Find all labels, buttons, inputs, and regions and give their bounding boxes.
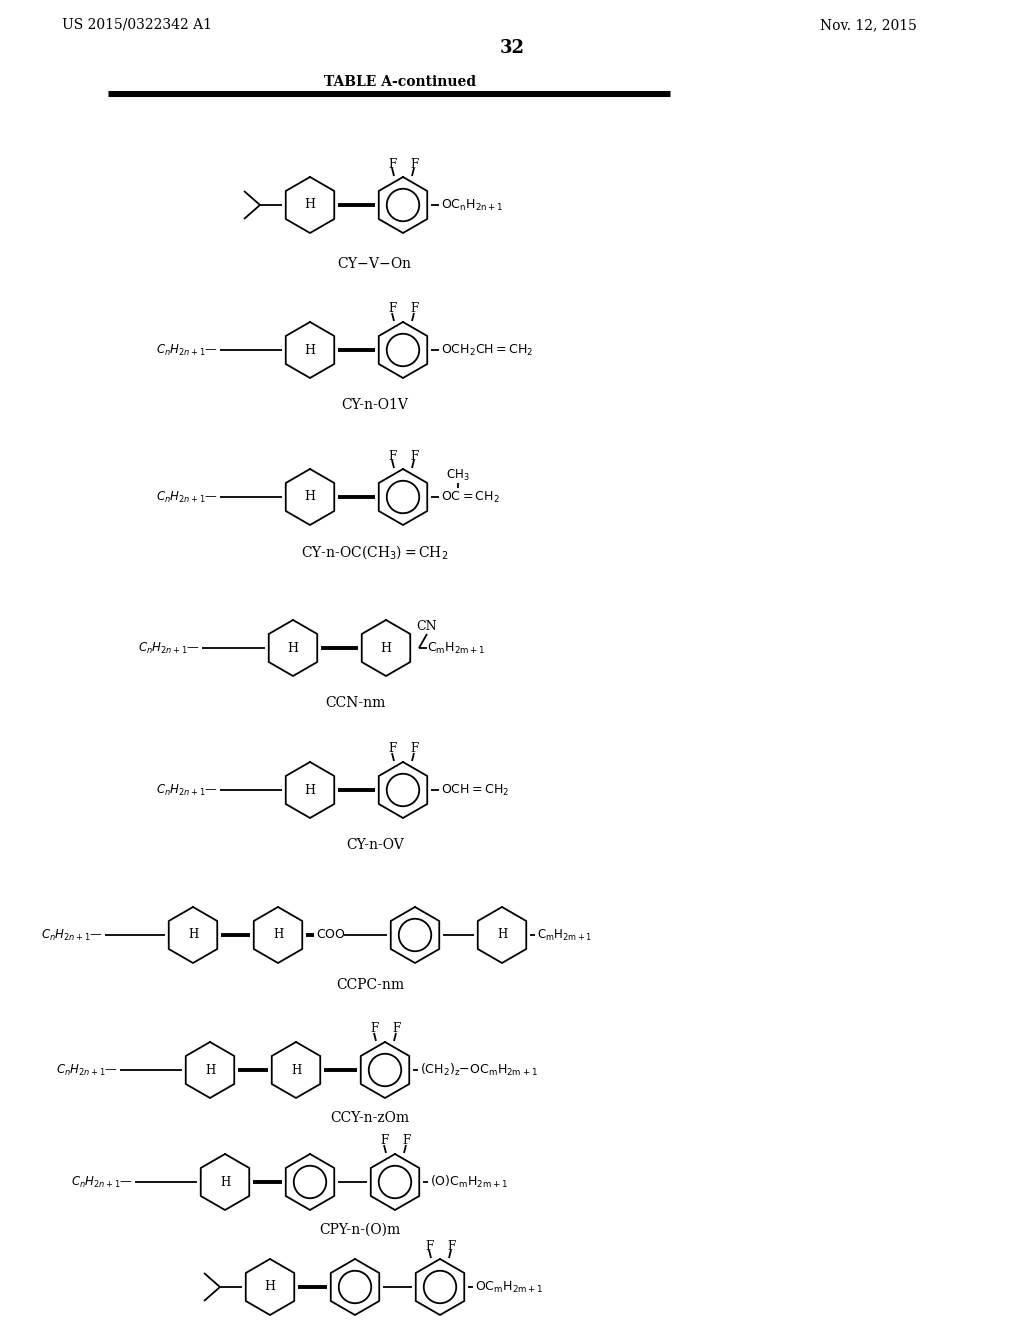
Text: TABLE A-continued: TABLE A-continued xyxy=(324,75,476,88)
Text: $C_nH_{2n+1}$—: $C_nH_{2n+1}$— xyxy=(156,490,218,504)
Text: CY-n-O1V: CY-n-O1V xyxy=(342,399,409,412)
Text: H: H xyxy=(304,198,315,211)
Text: F: F xyxy=(392,1023,400,1035)
Text: $C_nH_{2n+1}$—: $C_nH_{2n+1}$— xyxy=(138,640,200,656)
Text: $\mathrm{OC_mH_{2m+1}}$: $\mathrm{OC_mH_{2m+1}}$ xyxy=(475,1279,544,1295)
Text: 32: 32 xyxy=(500,40,524,57)
Text: Nov. 12, 2015: Nov. 12, 2015 xyxy=(820,18,916,32)
Text: $C_nH_{2n+1}$—: $C_nH_{2n+1}$— xyxy=(56,1063,118,1077)
Text: H: H xyxy=(304,343,315,356)
Text: F: F xyxy=(446,1239,455,1253)
Text: $C_nH_{2n+1}$—: $C_nH_{2n+1}$— xyxy=(156,783,218,797)
Text: H: H xyxy=(381,642,391,655)
Text: $\mathrm{(O)C_mH_{2m+1}}$: $\mathrm{(O)C_mH_{2m+1}}$ xyxy=(430,1173,508,1191)
Text: F: F xyxy=(410,450,418,462)
Text: CY-n-OC(CH$_3$)$=$CH$_2$: CY-n-OC(CH$_3$)$=$CH$_2$ xyxy=(301,543,449,561)
Text: F: F xyxy=(410,742,418,755)
Text: $\mathrm{OC{=}CH_2}$: $\mathrm{OC{=}CH_2}$ xyxy=(441,490,500,504)
Text: $\mathrm{C_mH_{2m+1}}$: $\mathrm{C_mH_{2m+1}}$ xyxy=(427,640,485,656)
Text: $C_nH_{2n+1}$—: $C_nH_{2n+1}$— xyxy=(156,342,218,358)
Text: CY$-$V$-$On: CY$-$V$-$On xyxy=(338,256,413,271)
Text: H: H xyxy=(291,1064,301,1077)
Text: $\mathrm{COO}$: $\mathrm{COO}$ xyxy=(316,928,346,941)
Text: F: F xyxy=(388,157,396,170)
Text: CCY-n-zOm: CCY-n-zOm xyxy=(331,1111,410,1125)
Text: H: H xyxy=(220,1176,230,1188)
Text: CCN-nm: CCN-nm xyxy=(325,696,385,710)
Text: F: F xyxy=(410,302,418,315)
Text: F: F xyxy=(401,1134,411,1147)
Text: H: H xyxy=(272,928,283,941)
Text: H: H xyxy=(264,1280,275,1294)
Text: CN: CN xyxy=(417,619,437,632)
Text: F: F xyxy=(388,302,396,315)
Text: $\mathrm{OCH_2CH{=}CH_2}$: $\mathrm{OCH_2CH{=}CH_2}$ xyxy=(441,342,534,358)
Text: $\mathrm{C_mH_{2m+1}}$: $\mathrm{C_mH_{2m+1}}$ xyxy=(537,928,592,942)
Text: H: H xyxy=(304,491,315,503)
Text: H: H xyxy=(288,642,299,655)
Text: F: F xyxy=(380,1134,388,1147)
Text: CCPC-nm: CCPC-nm xyxy=(336,978,404,993)
Text: $\mathrm{CH_3}$: $\mathrm{CH_3}$ xyxy=(446,467,470,483)
Text: F: F xyxy=(370,1023,378,1035)
Text: F: F xyxy=(410,157,418,170)
Text: F: F xyxy=(388,742,396,755)
Text: F: F xyxy=(425,1239,433,1253)
Text: $\mathrm{(CH_2)_z{-}OC_mH_{2m+1}}$: $\mathrm{(CH_2)_z{-}OC_mH_{2m+1}}$ xyxy=(420,1063,538,1078)
Text: $\mathrm{OCH{=}CH_2}$: $\mathrm{OCH{=}CH_2}$ xyxy=(441,783,509,797)
Text: $C_nH_{2n+1}$—: $C_nH_{2n+1}$— xyxy=(41,928,103,942)
Text: H: H xyxy=(205,1064,215,1077)
Text: H: H xyxy=(304,784,315,796)
Text: CY-n-OV: CY-n-OV xyxy=(346,838,403,851)
Text: H: H xyxy=(187,928,198,941)
Text: CPY-n-(O)m: CPY-n-(O)m xyxy=(319,1224,400,1237)
Text: $C_nH_{2n+1}$—: $C_nH_{2n+1}$— xyxy=(71,1175,133,1189)
Text: $\mathrm{OC_nH_{2n+1}}$: $\mathrm{OC_nH_{2n+1}}$ xyxy=(441,198,504,213)
Text: US 2015/0322342 A1: US 2015/0322342 A1 xyxy=(62,18,212,32)
Text: H: H xyxy=(497,928,507,941)
Text: F: F xyxy=(388,450,396,462)
